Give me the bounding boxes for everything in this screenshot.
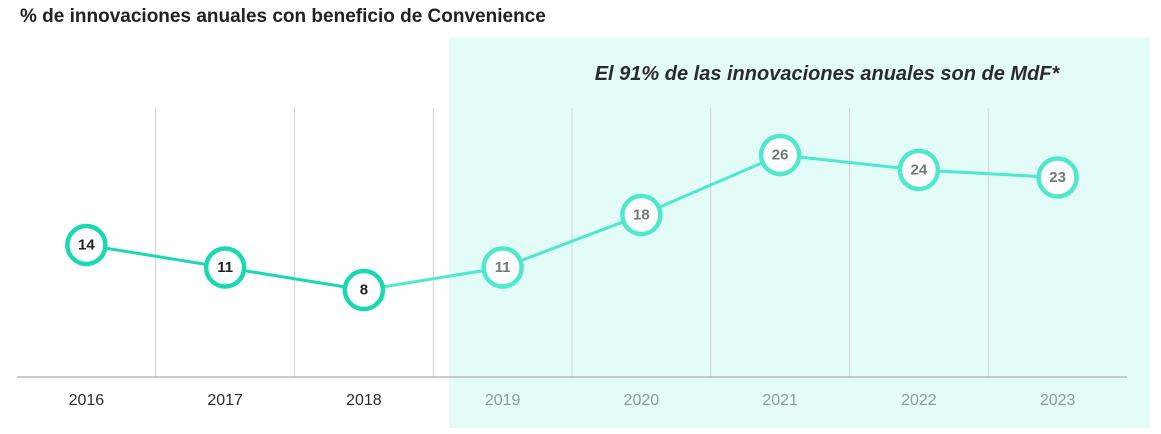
series-line-segment bbox=[778, 153, 921, 172]
data-label: 23 bbox=[1049, 169, 1066, 186]
data-label: 24 bbox=[911, 162, 928, 179]
data-label: 11 bbox=[217, 259, 233, 276]
chart-title: % de innovaciones anuales con beneficio … bbox=[20, 6, 546, 27]
data-label: 26 bbox=[772, 147, 789, 164]
data-point-marker bbox=[65, 223, 108, 267]
data-label: 8 bbox=[360, 282, 368, 299]
data-point: 24 bbox=[897, 148, 941, 192]
series-line-segment bbox=[84, 243, 227, 269]
data-label: 18 bbox=[633, 207, 650, 224]
data-point-marker bbox=[758, 133, 802, 177]
series-line-segment bbox=[639, 153, 782, 217]
x-axis-tick-labels: 2016 2017 2018 2019 2020 2021 2022 2023 bbox=[69, 392, 1076, 409]
data-point: 18 bbox=[620, 193, 663, 237]
data-point-marker bbox=[342, 268, 386, 312]
data-point-marker bbox=[897, 148, 941, 192]
x-tick-label: 2020 bbox=[624, 392, 660, 409]
series-line-segment bbox=[917, 168, 1060, 179]
x-tick-label: 2023 bbox=[1040, 392, 1076, 409]
series-line-segment bbox=[362, 266, 505, 292]
data-point: 8 bbox=[342, 268, 386, 312]
x-tick-label: 2016 bbox=[69, 392, 105, 409]
data-point: 23 bbox=[1036, 156, 1079, 199]
x-tick-label: 2018 bbox=[346, 392, 382, 409]
data-point-marker bbox=[1036, 156, 1079, 199]
data-points: 14 11 8 11 18 26 24 23 bbox=[65, 133, 1079, 312]
series-lines bbox=[84, 153, 1060, 292]
data-point: 11 bbox=[203, 246, 247, 289]
series-line-segment bbox=[501, 213, 643, 269]
data-point: 14 bbox=[65, 223, 108, 267]
x-tick-label: 2017 bbox=[207, 392, 243, 409]
x-tick-label: 2021 bbox=[762, 392, 798, 409]
x-tick-label: 2019 bbox=[485, 392, 521, 409]
data-label: 11 bbox=[495, 259, 511, 276]
highlight-band bbox=[449, 38, 1150, 428]
series-line-segment bbox=[223, 266, 366, 292]
data-point-marker bbox=[203, 246, 247, 289]
x-tick-label: 2022 bbox=[901, 392, 937, 409]
data-point-marker bbox=[481, 246, 524, 289]
data-point-marker bbox=[620, 193, 663, 237]
annotation-text: El 91% de las innovaciones anuales son d… bbox=[595, 63, 1061, 85]
data-point: 11 bbox=[481, 246, 524, 289]
data-label: 14 bbox=[78, 237, 95, 254]
data-point: 26 bbox=[758, 133, 802, 177]
